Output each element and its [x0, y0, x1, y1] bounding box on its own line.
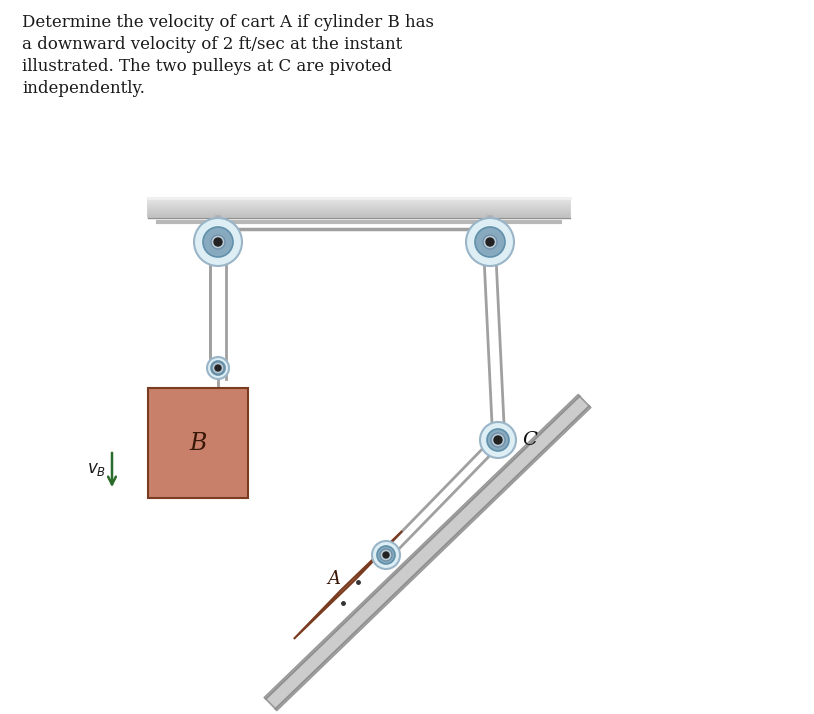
Text: Determine the velocity of cart A if cylinder B has: Determine the velocity of cart A if cyli… [22, 14, 434, 31]
Circle shape [383, 552, 389, 558]
Circle shape [207, 357, 229, 379]
Circle shape [214, 238, 222, 246]
Text: illustrated. The two pulleys at C are pivoted: illustrated. The two pulleys at C are pi… [22, 58, 392, 75]
Circle shape [211, 361, 225, 375]
Text: independently.: independently. [22, 80, 145, 97]
Polygon shape [294, 531, 402, 639]
Circle shape [215, 365, 221, 371]
Text: B: B [190, 431, 207, 455]
Text: $v_B$: $v_B$ [87, 461, 106, 478]
Circle shape [494, 436, 502, 444]
Text: C: C [522, 431, 537, 449]
Circle shape [377, 546, 395, 564]
Text: a downward velocity of 2 ft/sec at the instant: a downward velocity of 2 ft/sec at the i… [22, 36, 402, 53]
Circle shape [194, 218, 242, 266]
Polygon shape [265, 395, 591, 710]
Circle shape [486, 238, 494, 246]
Circle shape [480, 422, 516, 458]
Circle shape [380, 549, 392, 561]
Circle shape [466, 218, 514, 266]
Circle shape [211, 235, 225, 249]
Circle shape [483, 235, 497, 249]
Bar [148, 388, 248, 498]
Circle shape [372, 541, 400, 569]
Circle shape [212, 362, 224, 374]
Circle shape [475, 227, 505, 257]
Text: A: A [327, 570, 340, 588]
Circle shape [487, 429, 509, 451]
Circle shape [491, 433, 505, 447]
Circle shape [203, 227, 233, 257]
